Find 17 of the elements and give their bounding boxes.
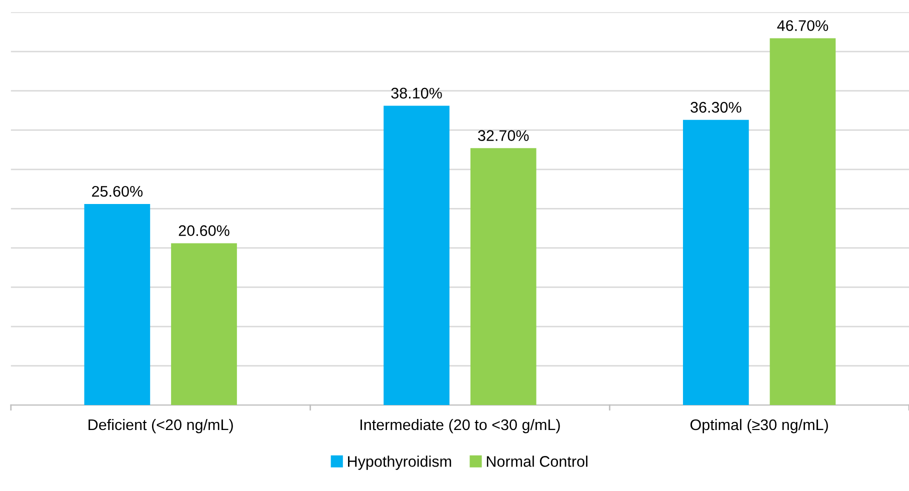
x-tick-label: Intermediate (20 to <30 g/mL) xyxy=(360,418,560,434)
bar xyxy=(470,148,536,406)
data-label: 32.70% xyxy=(478,130,529,141)
legend-label: Hypothyroidism xyxy=(348,456,452,470)
legend-label: Normal Control xyxy=(486,456,588,467)
data-label: 20.60% xyxy=(178,225,230,236)
data-label: 36.30% xyxy=(690,102,742,113)
data-label: 46.70% xyxy=(777,20,828,32)
bar xyxy=(84,204,150,406)
bar xyxy=(770,38,836,406)
data-label: 38.10% xyxy=(391,88,442,99)
bar xyxy=(171,243,237,406)
bar xyxy=(682,120,749,406)
bar xyxy=(384,106,450,406)
x-tick-label: Deficient (<20 ng/mL) xyxy=(88,418,233,434)
x-tick-label: Optimal (≥30 ng/mL) xyxy=(690,418,828,434)
data-label: 25.60% xyxy=(92,186,143,197)
